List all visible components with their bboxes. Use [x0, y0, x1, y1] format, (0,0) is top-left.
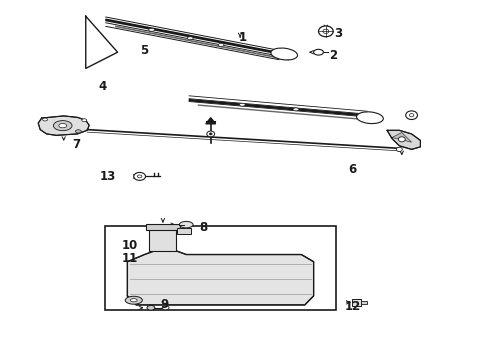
Text: 13: 13: [99, 170, 116, 183]
Ellipse shape: [187, 37, 193, 40]
Text: 9: 9: [160, 298, 168, 311]
Ellipse shape: [318, 26, 333, 37]
Text: 11: 11: [122, 252, 138, 265]
Ellipse shape: [406, 111, 417, 120]
Polygon shape: [38, 116, 89, 135]
Ellipse shape: [43, 118, 48, 121]
Bar: [361, 301, 367, 304]
Ellipse shape: [357, 112, 383, 123]
Ellipse shape: [396, 147, 402, 152]
Ellipse shape: [162, 306, 169, 310]
Ellipse shape: [207, 131, 215, 137]
Ellipse shape: [82, 119, 87, 122]
Ellipse shape: [53, 121, 72, 131]
Ellipse shape: [179, 221, 193, 228]
Text: 6: 6: [349, 163, 357, 176]
Bar: [352, 299, 361, 306]
Ellipse shape: [125, 296, 143, 304]
Ellipse shape: [323, 29, 329, 33]
Ellipse shape: [398, 137, 405, 142]
Text: 4: 4: [99, 80, 107, 93]
Ellipse shape: [410, 114, 414, 117]
Ellipse shape: [271, 48, 297, 60]
Ellipse shape: [209, 133, 212, 135]
Ellipse shape: [137, 175, 142, 178]
Text: 8: 8: [199, 221, 207, 234]
Ellipse shape: [218, 44, 224, 46]
Ellipse shape: [149, 28, 155, 31]
Ellipse shape: [75, 130, 81, 133]
Text: 2: 2: [329, 49, 337, 62]
Bar: [149, 228, 176, 251]
Polygon shape: [392, 132, 412, 142]
Ellipse shape: [314, 49, 323, 55]
Ellipse shape: [130, 299, 137, 302]
Text: 1: 1: [239, 31, 246, 44]
Polygon shape: [127, 251, 314, 305]
Text: 10: 10: [122, 239, 138, 252]
Bar: [177, 228, 191, 234]
Polygon shape: [387, 130, 420, 149]
Text: 12: 12: [344, 300, 361, 313]
Ellipse shape: [147, 305, 155, 310]
Ellipse shape: [293, 108, 299, 111]
Text: 5: 5: [141, 44, 148, 57]
Ellipse shape: [134, 172, 146, 180]
Ellipse shape: [59, 123, 67, 128]
Ellipse shape: [239, 103, 245, 106]
Bar: [146, 224, 180, 230]
Text: 3: 3: [334, 27, 342, 40]
Polygon shape: [206, 118, 216, 124]
Text: 7: 7: [72, 138, 80, 150]
Bar: [105, 226, 336, 310]
